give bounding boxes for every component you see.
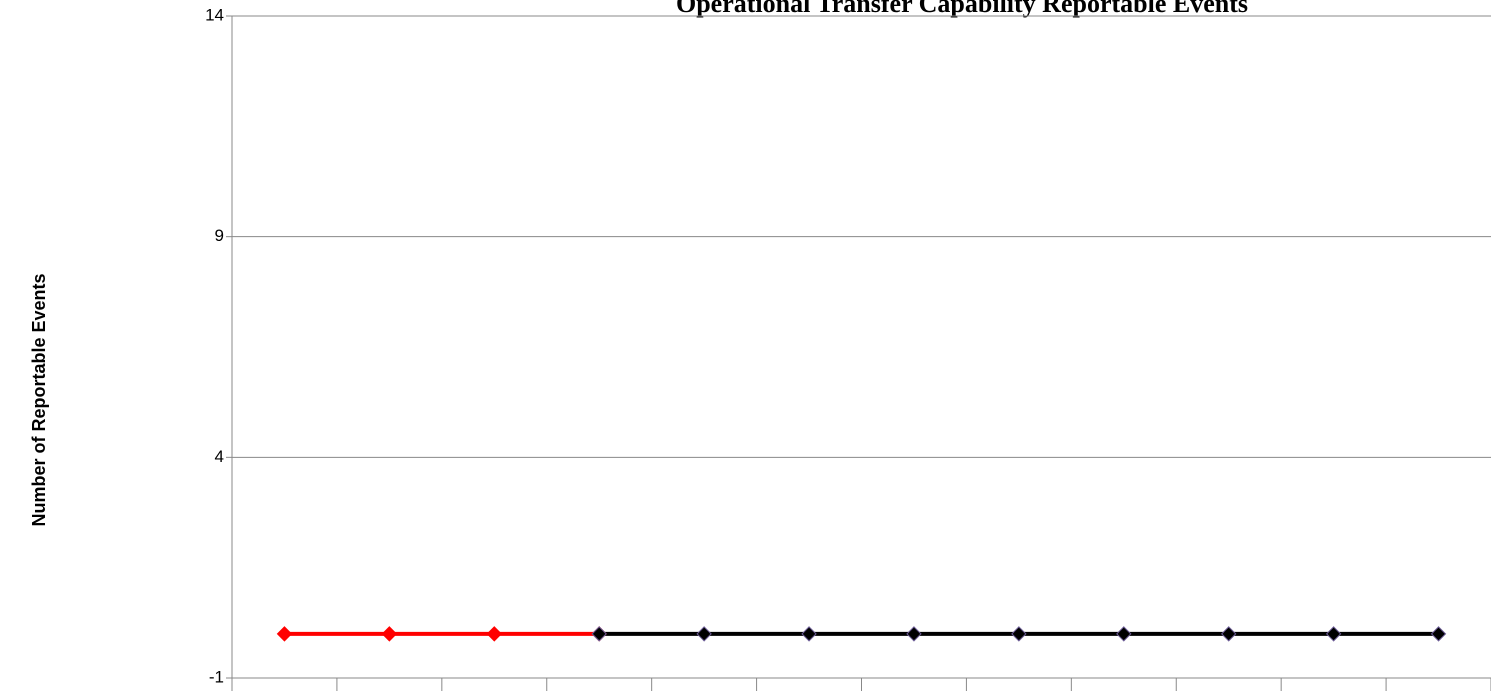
marker bbox=[1011, 626, 1027, 642]
marker bbox=[276, 626, 293, 642]
y-tick-label: 14 bbox=[205, 5, 224, 24]
y-tick-label: 9 bbox=[215, 226, 224, 245]
marker bbox=[591, 626, 607, 642]
chart-title: Operational Transfer Capability Reportab… bbox=[676, 0, 1248, 18]
y-tick-label: 4 bbox=[215, 447, 224, 466]
marker bbox=[801, 626, 817, 642]
marker bbox=[906, 626, 922, 642]
marker bbox=[1430, 626, 1447, 642]
marker bbox=[381, 626, 398, 642]
marker bbox=[486, 626, 502, 642]
marker bbox=[696, 626, 712, 642]
y-axis-label: Number of Reportable Events bbox=[29, 273, 49, 526]
y-tick-label: -1 bbox=[209, 667, 224, 686]
marker bbox=[1325, 626, 1342, 642]
marker bbox=[1221, 626, 1237, 642]
marker bbox=[1116, 626, 1132, 642]
